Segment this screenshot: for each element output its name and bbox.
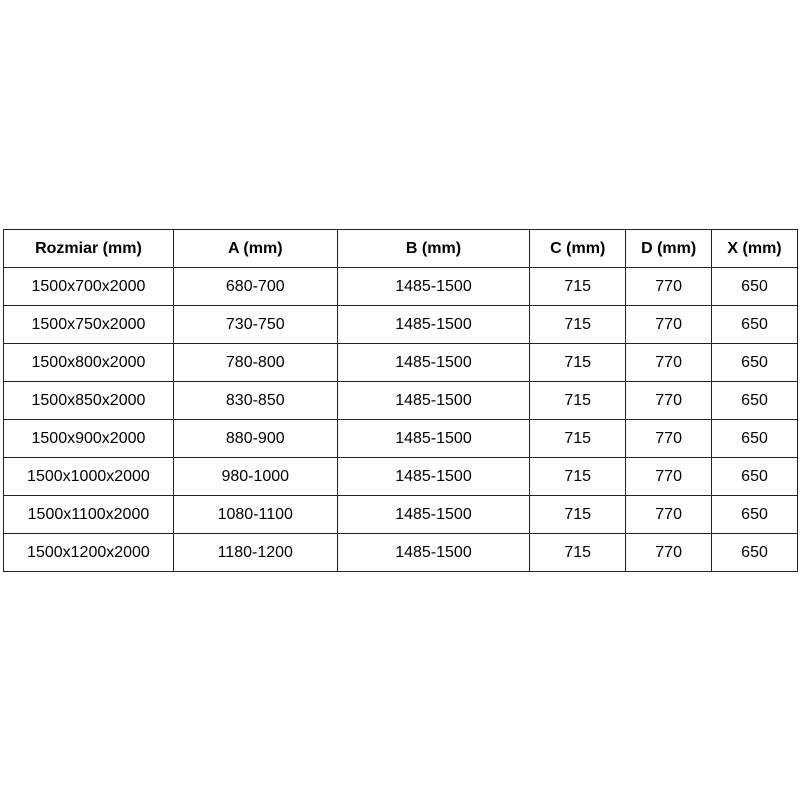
table-row: 1500x850x2000 830-850 1485-1500 715 770 650 (3, 381, 798, 420)
cell-size: 1500x1000x2000 (3, 457, 174, 496)
cell-size: 1500x800x2000 (3, 343, 174, 382)
cell-b: 1485-1500 (336, 419, 531, 458)
cell-d: 770 (625, 495, 713, 534)
cell-c: 715 (529, 533, 627, 572)
table-row: 1500x750x2000 730-750 1485-1500 715 770 650 (3, 305, 798, 344)
cell-d: 770 (625, 533, 713, 572)
header-d: D (mm) (625, 229, 713, 268)
table-row: 1500x1200x2000 1180-1200 1485-1500 715 770 65… (3, 533, 798, 572)
cell-a: 830-850 (172, 381, 338, 420)
cell-x: 650 (711, 495, 798, 534)
cell-x: 650 (711, 419, 798, 458)
cell-d: 770 (625, 381, 713, 420)
cell-size: 1500x1200x2000 (3, 533, 174, 572)
table-row: 1500x900x2000 880-900 1485-1500 715 770 650 (3, 419, 798, 458)
cell-size: 1500x850x2000 (3, 381, 174, 420)
cell-c: 715 (529, 495, 627, 534)
cell-size: 1500x750x2000 (3, 305, 174, 344)
cell-d: 770 (625, 343, 713, 382)
cell-x: 650 (711, 267, 798, 306)
cell-a: 880-900 (172, 419, 338, 458)
cell-size: 1500x700x2000 (3, 267, 174, 306)
cell-b: 1485-1500 (336, 267, 531, 306)
header-x: X (mm) (711, 229, 798, 268)
header-c: C (mm) (529, 229, 627, 268)
header-row: Rozmiar (mm) A (mm) B (mm) C (mm) D (mm)… (3, 229, 798, 268)
cell-a: 680-700 (172, 267, 338, 306)
cell-d: 770 (625, 305, 713, 344)
header-size: Rozmiar (mm) (3, 229, 174, 268)
table-row: 1500x1100x2000 1080-1100 1485-1500 715 770 65… (3, 495, 798, 534)
cell-size: 1500x1100x2000 (3, 495, 174, 534)
cell-b: 1485-1500 (336, 495, 531, 534)
cell-c: 715 (529, 305, 627, 344)
cell-b: 1485-1500 (336, 343, 531, 382)
cell-b: 1485-1500 (336, 457, 531, 496)
cell-b: 1485-1500 (336, 381, 531, 420)
cell-d: 770 (625, 457, 713, 496)
header-b: B (mm) (336, 229, 531, 268)
cell-c: 715 (529, 457, 627, 496)
header-a: A (mm) (172, 229, 338, 268)
cell-c: 715 (529, 343, 627, 382)
cell-x: 650 (711, 381, 798, 420)
cell-c: 715 (529, 381, 627, 420)
cell-a: 980-1000 (172, 457, 338, 496)
table-row: 1500x800x2000 780-800 1485-1500 715 770 650 (3, 343, 798, 382)
table-row: 1500x700x2000 680-700 1485-1500 715 770 650 (3, 267, 798, 306)
cell-x: 650 (711, 457, 798, 496)
cell-b: 1485-1500 (336, 533, 531, 572)
cell-x: 650 (711, 343, 798, 382)
cell-size: 1500x900x2000 (3, 419, 174, 458)
cell-a: 780-800 (172, 343, 338, 382)
cell-c: 715 (529, 267, 627, 306)
cell-d: 770 (625, 419, 713, 458)
cell-a: 730-750 (172, 305, 338, 344)
cell-a: 1080-1100 (172, 495, 338, 534)
dimensions-table: Rozmiar (mm) A (mm) B (mm) C (mm) D (mm)… (3, 229, 798, 572)
table-row: 1500x1000x2000 980-1000 1485-1500 715 770 650 (3, 457, 798, 496)
cell-x: 650 (711, 533, 798, 572)
cell-a: 1180-1200 (172, 533, 338, 572)
cell-c: 715 (529, 419, 627, 458)
cell-b: 1485-1500 (336, 305, 531, 344)
cell-x: 650 (711, 305, 798, 344)
cell-d: 770 (625, 267, 713, 306)
